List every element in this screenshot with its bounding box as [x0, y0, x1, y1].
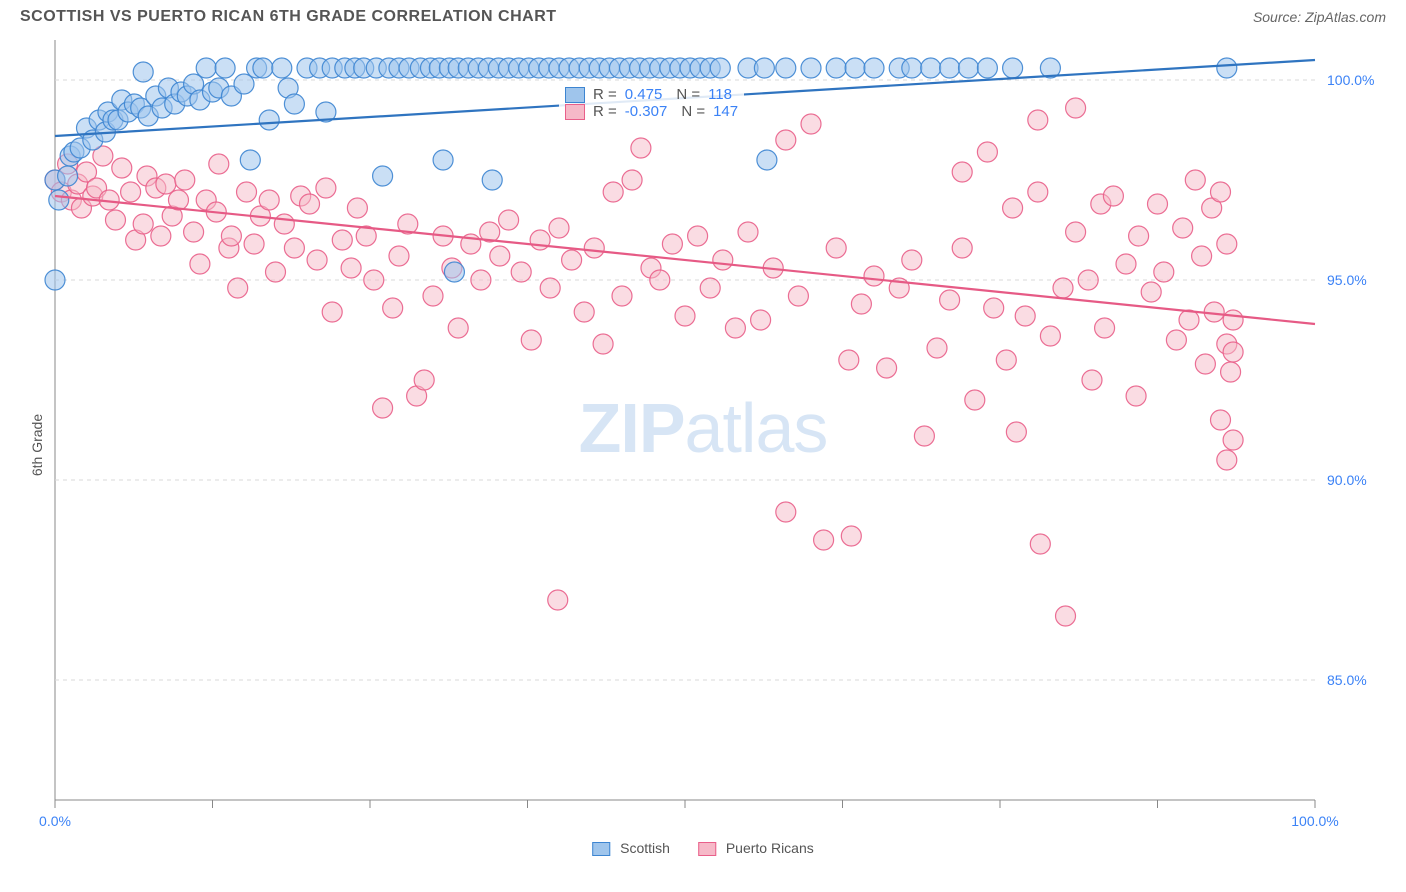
svg-text:90.0%: 90.0% [1327, 472, 1367, 488]
legend-item-scottish: Scottish [592, 840, 670, 856]
legend-swatch-puerto-ricans [698, 842, 716, 856]
svg-text:100.0%: 100.0% [1291, 813, 1338, 829]
svg-text:95.0%: 95.0% [1327, 272, 1367, 288]
correlation-stats-box: R = 0.475 N = 118 R = -0.307 N = 147 [559, 84, 744, 122]
svg-text:100.0%: 100.0% [1327, 72, 1374, 88]
chart-header: SCOTTISH VS PUERTO RICAN 6TH GRADE CORRE… [0, 0, 1406, 30]
chart-title: SCOTTISH VS PUERTO RICAN 6TH GRADE CORRE… [20, 8, 557, 26]
svg-text:0.0%: 0.0% [39, 813, 71, 829]
scatter-plot: 85.0% 90.0% 95.0% 100.0% 0.0% 100.0% [0, 30, 1406, 830]
y-axis-label: 6th Grade [29, 414, 45, 476]
legend: Scottish Puerto Ricans [592, 840, 814, 856]
svg-text:85.0%: 85.0% [1327, 672, 1367, 688]
legend-item-puerto-ricans: Puerto Ricans [698, 840, 814, 856]
chart-area: 6th Grade 85.0% 90.0% 95.0% 100.0% 0.0% 100.0… [0, 30, 1406, 860]
chart-source: Source: ZipAtlas.com [1253, 9, 1386, 25]
legend-swatch-scottish [592, 842, 610, 856]
